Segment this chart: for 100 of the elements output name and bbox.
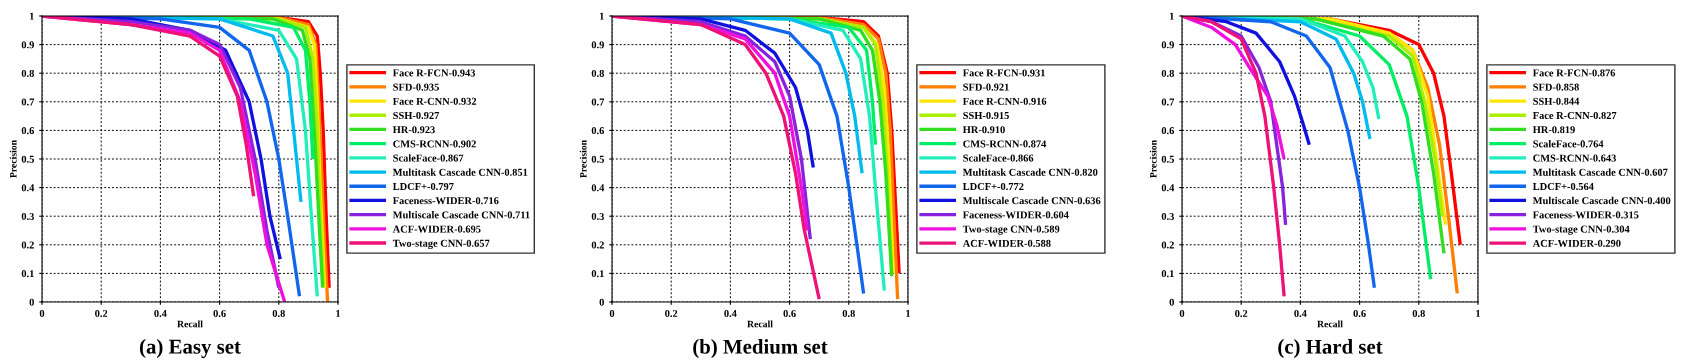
y-tick-label: 0.3 (1161, 212, 1174, 220)
y-tick-label: 0 (29, 298, 34, 306)
legend-label: HR-0.923 (392, 126, 435, 134)
x-tick-label: 0.4 (1294, 309, 1307, 318)
legend-label: ACF-WIDER-0.290 (1532, 239, 1621, 247)
legend-label: Face R-CNN-0.827 (1532, 111, 1617, 120)
x-tick-label: 0.8 (1412, 309, 1425, 318)
x-tick-label: 0.6 (783, 309, 796, 318)
legend-label: CMS-RCNN-0.902 (393, 140, 476, 148)
legend-label: SSH-0.844 (1533, 97, 1580, 105)
y-tick-label: 0.1 (591, 270, 604, 278)
legend-label: SFD-0.921 (963, 83, 1009, 91)
y-tick-label: 0.3 (591, 212, 604, 220)
y-tick-label: 0.1 (21, 270, 34, 278)
y-tick-label: 0.4 (591, 184, 605, 192)
x-tick-label: 1 (336, 309, 341, 317)
x-tick-label: 0.6 (1353, 309, 1366, 318)
legend-label: HR-0.910 (962, 126, 1005, 134)
y-tick-label: 0.9 (21, 41, 34, 49)
legend-label: ACF-WIDER-0.588 (962, 239, 1051, 247)
legend-label: ScaleFace-0.866 (963, 154, 1034, 162)
legend-label: Faceness-WIDER-0.315 (1532, 211, 1639, 219)
y-tick-label: 1 (29, 12, 34, 20)
legend-label: Multitask Cascade CNN-0.851 (392, 168, 528, 176)
legend-label: Face R-FCN-0.876 (1532, 69, 1616, 77)
legend-label: Face R-CNN-0.916 (962, 97, 1047, 105)
y-tick-label: 0.5 (591, 155, 604, 163)
y-tick-label: 0.6 (591, 127, 605, 135)
legend-label: Face R-FCN-0.931 (962, 69, 1045, 77)
y-tick-label: 0.6 (21, 127, 35, 135)
y-tick-label: 0.2 (591, 241, 604, 249)
y-tick-label: 0.8 (21, 69, 35, 77)
legend-label: LDCF+-0.772 (962, 182, 1024, 191)
legend-label: CMS-RCNN-0.874 (963, 140, 1047, 148)
y-tick-label: 0.7 (1161, 98, 1175, 106)
y-tick-label: 0.9 (591, 41, 604, 49)
x-tick-label: 1 (1476, 309, 1481, 317)
legend-label: HR-0.819 (1532, 126, 1575, 134)
y-tick-label: 0.9 (1161, 41, 1174, 49)
y-tick-label: 0.6 (1161, 127, 1175, 135)
y-tick-label: 1 (1169, 12, 1174, 20)
y-tick-label: 0 (599, 298, 604, 306)
legend-label: ScaleFace-0.867 (393, 154, 464, 162)
legend-label: Two-stage CNN-0.657 (392, 239, 490, 249)
x-tick-label: 0 (1179, 309, 1185, 317)
y-tick-label: 0.4 (21, 184, 35, 192)
y-tick-label: 0.7 (591, 98, 605, 106)
legend-label: Face R-CNN-0.932 (392, 97, 477, 105)
y-tick-label: 0.8 (591, 69, 605, 77)
legend-label: Multitask Cascade CNN-0.607 (1532, 168, 1668, 176)
y-tick-label: 0 (1169, 298, 1174, 306)
y-axis-title: Precision (9, 140, 17, 178)
legend-label: ScaleFace-0.764 (1533, 140, 1604, 148)
legend-label: CMS-RCNN-0.643 (1533, 154, 1616, 162)
legend-label: Multiscale Cascade CNN-0.636 (962, 196, 1101, 205)
y-tick-label: 0.5 (1161, 155, 1174, 163)
y-tick-label: 0.3 (21, 212, 34, 220)
y-tick-label: 0.1 (1161, 270, 1174, 278)
x-tick-label: 0 (39, 309, 45, 317)
x-tick-label: 0.6 (213, 309, 226, 318)
legend-label: LDCF+-0.564 (1532, 182, 1594, 191)
legend-label: Multiscale Cascade CNN-0.400 (1532, 196, 1671, 205)
x-tick-label: 1 (906, 309, 911, 317)
x-axis-title: Recall (1317, 320, 1343, 328)
x-axis-title: Recall (177, 320, 203, 328)
legend-label: Multitask Cascade CNN-0.820 (962, 168, 1098, 176)
x-tick-label: 0.8 (842, 309, 855, 318)
x-tick-label: 0.4 (724, 309, 737, 318)
y-tick-label: 0.2 (1161, 241, 1174, 249)
x-tick-label: 0.2 (665, 309, 678, 318)
y-tick-label: 0.2 (21, 241, 34, 249)
legend-label: Two-stage CNN-0.304 (1532, 225, 1630, 235)
legend-label: SSH-0.915 (963, 111, 1009, 120)
x-tick-label: 0 (609, 309, 615, 317)
y-axis-title: Precision (579, 140, 587, 178)
y-tick-label: 1 (599, 12, 604, 20)
x-tick-label: 0.2 (95, 309, 108, 318)
y-tick-label: 0.4 (1161, 184, 1175, 192)
y-axis-title: Precision (1149, 140, 1157, 178)
legend-label: Faceness-WIDER-0.604 (962, 211, 1069, 219)
text: (c) Hard set (1278, 339, 1383, 358)
legend-label: SFD-0.935 (393, 83, 439, 91)
y-tick-label: 0.5 (21, 155, 34, 163)
text: (b) Medium set (693, 339, 828, 358)
x-axis-title: Recall (747, 320, 773, 328)
legend-label: Multiscale Cascade CNN-0.711 (392, 211, 530, 219)
y-tick-label: 0.7 (21, 98, 35, 106)
text: (a) Easy set (140, 339, 241, 358)
legend-label: Face R-FCN-0.943 (392, 69, 476, 77)
legend-label: SSH-0.927 (393, 111, 440, 120)
legend-label: Two-stage CNN-0.589 (962, 225, 1060, 235)
legend-label: ACF-WIDER-0.695 (392, 225, 481, 233)
legend-label: LDCF+-0.797 (392, 182, 454, 191)
x-tick-label: 0.4 (154, 309, 167, 318)
legend-label: Faceness-WIDER-0.716 (392, 197, 499, 205)
line-series (1182, 16, 1286, 161)
y-tick-label: 0.8 (1161, 69, 1175, 77)
x-tick-label: 0.8 (272, 309, 285, 318)
x-tick-label: 0.2 (1235, 309, 1248, 318)
line-series (42, 16, 256, 198)
